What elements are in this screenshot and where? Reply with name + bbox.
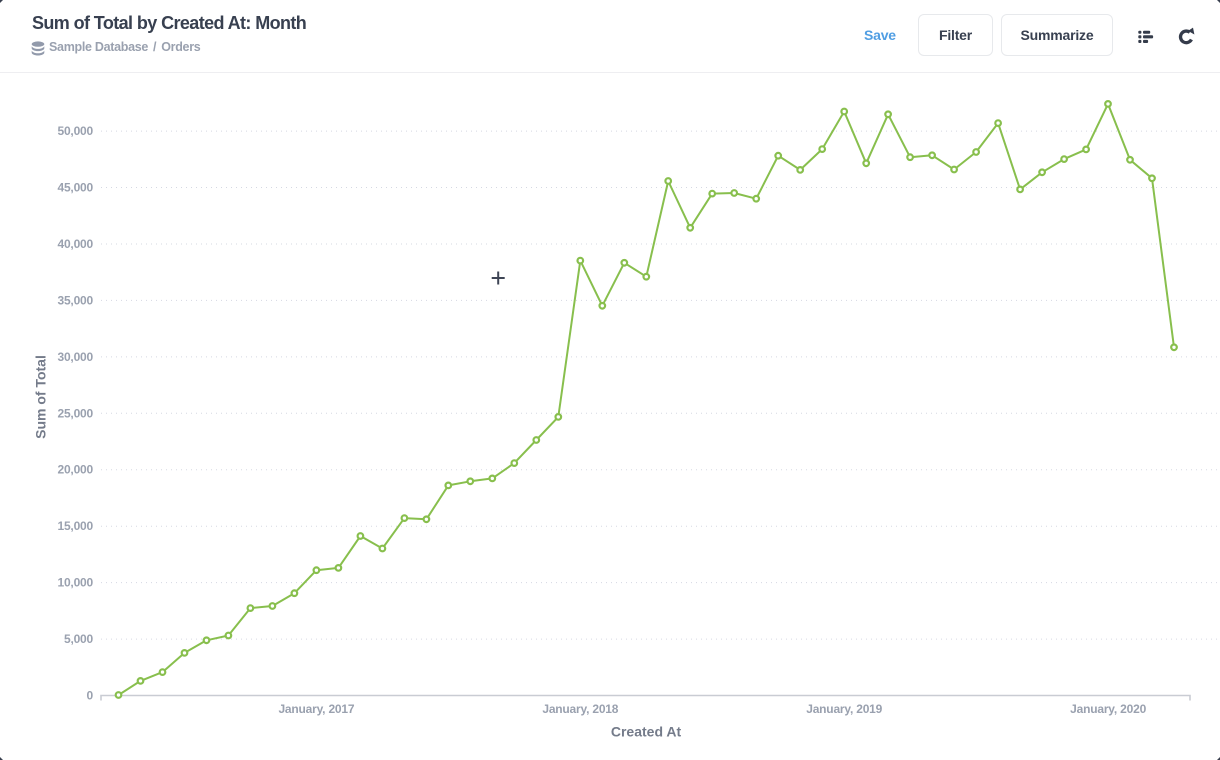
- svg-text:35,000: 35,000: [57, 293, 93, 307]
- svg-text:Sum of Total: Sum of Total: [33, 355, 49, 439]
- svg-text:10,000: 10,000: [57, 576, 93, 590]
- svg-text:January, 2020: January, 2020: [1070, 702, 1146, 716]
- svg-text:5,000: 5,000: [64, 632, 94, 646]
- svg-text:January, 2017: January, 2017: [278, 702, 354, 716]
- svg-text:15,000: 15,000: [57, 519, 93, 533]
- svg-text:0: 0: [87, 689, 94, 703]
- svg-text:January, 2018: January, 2018: [542, 702, 618, 716]
- svg-text:Created At: Created At: [611, 724, 682, 740]
- svg-text:25,000: 25,000: [57, 406, 93, 420]
- svg-text:50,000: 50,000: [57, 124, 93, 138]
- svg-text:40,000: 40,000: [57, 237, 93, 251]
- svg-text:45,000: 45,000: [57, 181, 93, 195]
- svg-text:30,000: 30,000: [57, 350, 93, 364]
- svg-text:January, 2019: January, 2019: [806, 702, 882, 716]
- svg-text:20,000: 20,000: [57, 463, 93, 477]
